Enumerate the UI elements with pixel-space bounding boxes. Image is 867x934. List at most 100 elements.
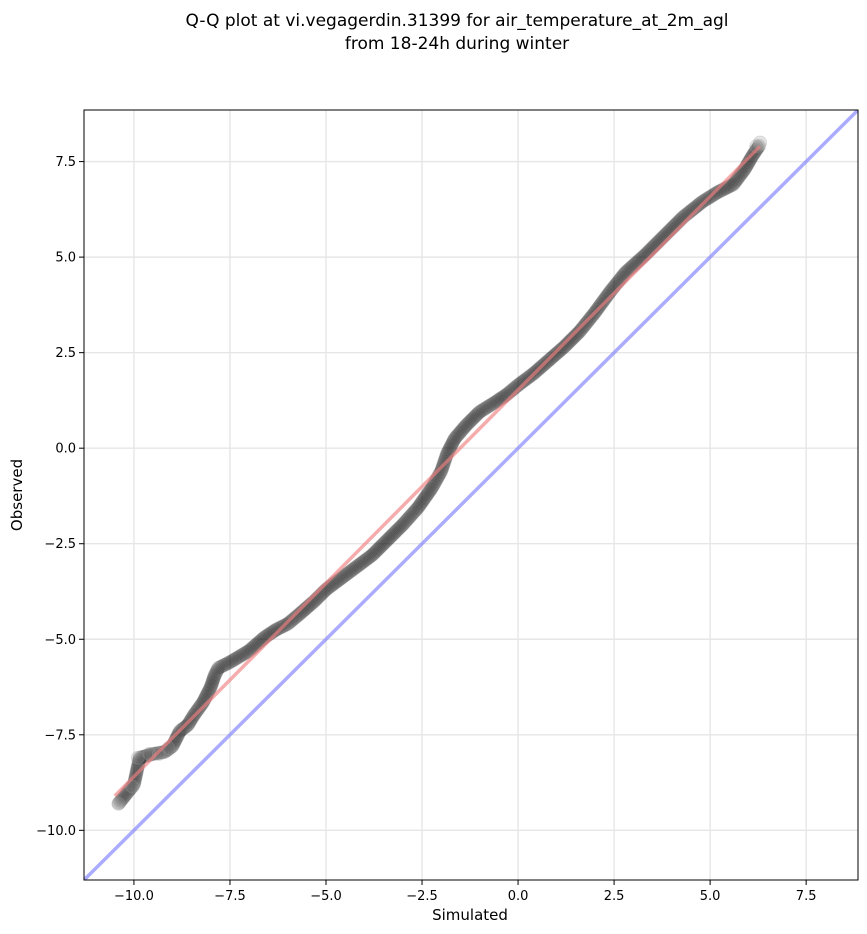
qq-point-71 (180, 718, 195, 733)
qq-point-337 (462, 414, 477, 429)
qq-point-320 (445, 435, 460, 450)
qq-point-412 (555, 340, 570, 355)
qq-point-276 (412, 497, 427, 512)
qq-point-216 (344, 563, 359, 578)
qq-point-331 (456, 421, 471, 436)
chart-title: Q-Q plot at vi.vegagerdin.31399 for air_… (185, 11, 728, 31)
qq-point-254 (389, 524, 404, 539)
y-tick-label-7: 7.5 (55, 155, 76, 170)
qq-point-8 (119, 786, 134, 801)
qq-point-333 (458, 419, 473, 434)
qq-point-128 (233, 648, 248, 663)
qq-point-126 (231, 650, 246, 665)
qq-point-5 (116, 790, 131, 805)
qq-point-97 (202, 682, 217, 697)
qq-point-379 (516, 374, 531, 389)
qq-point-352 (481, 399, 496, 414)
qq-point-560 (726, 177, 741, 192)
qq-point-566 (731, 169, 746, 184)
qq-point-19 (128, 771, 143, 786)
qq-point-356 (486, 396, 501, 411)
qq-point-114 (214, 659, 229, 674)
qq-point-262 (398, 515, 413, 530)
qq-point-119 (221, 655, 236, 670)
x-tick-label-4: 0.0 (508, 889, 529, 904)
qq-point-430 (575, 320, 590, 335)
qq-point-431 (576, 319, 591, 334)
qq-point-241 (374, 538, 389, 553)
qq-point-285 (421, 486, 436, 501)
qq-point-108 (208, 667, 223, 682)
qq-point-329 (453, 424, 468, 439)
qq-point-422 (567, 330, 582, 345)
qq-point-167 (284, 613, 299, 628)
qq-point-562 (728, 174, 743, 189)
qq-point-4 (115, 791, 130, 806)
qq-point-308 (437, 453, 452, 468)
qq-point-534 (690, 198, 705, 213)
qq-point-274 (411, 500, 426, 515)
qq-point-267 (403, 509, 418, 524)
qq-point-561 (727, 176, 742, 191)
qq-point-99 (203, 680, 218, 695)
qq-point-258 (393, 519, 408, 534)
qq-point-226 (357, 553, 372, 568)
qq-point-409 (552, 344, 567, 359)
qq-point-565 (730, 171, 745, 186)
qq-point-317 (443, 439, 458, 454)
identity-line (84, 110, 858, 880)
qq-point-342 (468, 409, 483, 424)
qq-point-235 (368, 544, 383, 559)
qq-point-224 (354, 555, 369, 570)
qq-point-410 (553, 343, 568, 358)
qq-point-537 (694, 195, 709, 210)
qq-point-232 (365, 548, 380, 563)
qq-point-278 (414, 495, 429, 510)
grid-lines (84, 110, 858, 880)
chart-subtitle: from 18-24h during winter (345, 34, 569, 54)
qq-point-35 (137, 749, 152, 764)
qq-point-263 (399, 513, 414, 528)
qq-point-218 (347, 561, 362, 576)
qq-point-138 (246, 639, 261, 654)
qq-point-98 (203, 681, 218, 696)
x-tick-label-6: 5.0 (700, 889, 721, 904)
qq-point-354 (483, 397, 498, 412)
qq-point-1 (112, 795, 127, 810)
y-tick-label-2: −5.0 (44, 633, 76, 648)
qq-point-319 (444, 437, 459, 452)
qq-point-225 (356, 554, 371, 569)
qq-point-340 (465, 411, 480, 426)
qq-point-414 (558, 338, 573, 353)
y-tick-label-4: 0.0 (55, 442, 76, 457)
y-axis-ticks: −10.0 −7.5 −5.0 −2.5 0.0 2.5 5.0 7.5 (36, 155, 84, 839)
qq-point-229 (361, 551, 376, 566)
qq-point-246 (380, 532, 395, 547)
qq-point-237 (370, 542, 385, 557)
qq-point-580 (743, 151, 758, 166)
y-tick-label-1: −7.5 (44, 728, 76, 743)
x-axis-label: Simulated (432, 906, 508, 924)
qq-point-558 (723, 178, 738, 193)
qq-point-452 (597, 292, 612, 307)
qq-point-132 (239, 645, 254, 660)
qq-point-10 (121, 783, 136, 798)
qq-point-275 (412, 499, 427, 514)
qq-point-280 (416, 492, 431, 507)
y-tick-label-5: 2.5 (55, 346, 76, 361)
qq-point-106 (207, 669, 222, 684)
qq-point-292 (427, 477, 442, 492)
qq-point-238 (371, 541, 386, 556)
qq-point-96 (201, 684, 216, 699)
qq-point-208 (334, 571, 349, 586)
qq-point-111 (210, 662, 225, 677)
qq-point-107 (207, 668, 222, 683)
qq-point-33 (134, 750, 149, 765)
qq-point-95 (200, 685, 215, 700)
qq-point-283 (419, 488, 434, 503)
qq-point-223 (353, 556, 368, 571)
qq-point-332 (457, 420, 472, 435)
qq-point-29 (131, 755, 146, 770)
qq-point-234 (367, 546, 382, 561)
qq-point-417 (561, 335, 576, 350)
